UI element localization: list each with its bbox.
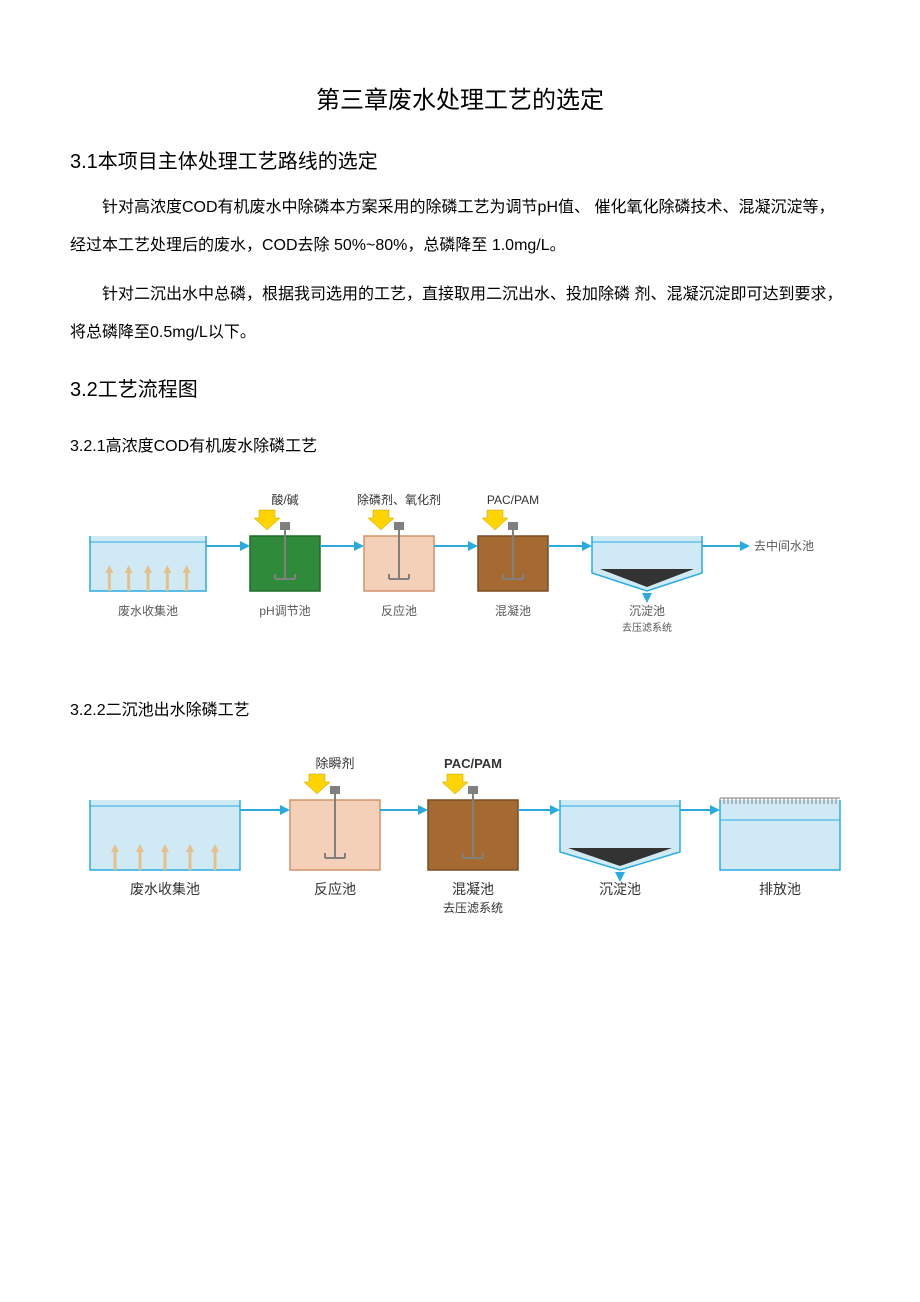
tank-反应池: 反应池除瞬剂: [290, 756, 380, 897]
tank-label: 反应池: [314, 881, 356, 897]
section-3-2-2-heading: 3.2.2二沉池出水除磷工艺: [70, 696, 850, 720]
tank-label: 反应池: [381, 603, 417, 618]
tank-沉淀池: 沉淀池去压滤系统: [592, 536, 702, 634]
tank-label: 沉淀池: [629, 604, 665, 618]
tank-label: 沉淀池: [599, 881, 641, 897]
tank-input-label: 除瞬剂: [315, 756, 354, 771]
section-3-2-heading: 3.2工艺流程图: [70, 373, 850, 402]
section-3-1-para1: 针对高浓度COD有机废水中除磷本方案采用的除磷工艺为调节pH值、 催化氧化除磷技…: [70, 189, 850, 266]
tank-废水收集池: 废水收集池: [90, 800, 240, 897]
tank-排放池: 排放池: [720, 798, 840, 897]
flowchart-2: 废水收集池 反应池 除瞬剂混凝池去压滤系统 PAC/PAM 沉淀池 排放池: [70, 740, 850, 930]
tank-废水收集池: 废水收集池: [90, 536, 206, 618]
output-label: 去中间水池: [754, 538, 814, 553]
tank-input-label: PAC/PAM: [444, 756, 502, 771]
chapter-title: 第三章废水处理工艺的选定: [70, 80, 850, 115]
tank-pH调节池: pH调节池 酸/碱: [250, 492, 320, 618]
tank-label: 混凝池: [452, 881, 494, 897]
tank-label: 废水收集池: [118, 603, 178, 618]
tank-混凝池: 混凝池去压滤系统 PAC/PAM: [428, 756, 518, 915]
tank-input-label: PAC/PAM: [487, 493, 539, 507]
tank-input-label: 除磷剂、氧化剂: [357, 492, 441, 507]
tank-label: pH调节池: [259, 604, 310, 618]
section-3-1-para2: 针对二沉出水中总磷，根据我司选用的工艺，直接取用二沉出水、投加除磷 剂、混凝沉淀…: [70, 276, 850, 353]
tank-沉淀池: 沉淀池: [560, 800, 680, 897]
tank-label: 排放池: [759, 881, 801, 897]
flowchart-1-svg: 废水收集池 pH调节池 酸/碱反应池 除磷剂、氧化剂混凝池 PAC/PAM 沉淀池去压滤系…: [70, 476, 850, 656]
tank-input-label: 酸/碱: [271, 492, 298, 507]
section-3-1-heading: 3.1本项目主体处理工艺路线的选定: [70, 145, 850, 174]
tank-sublabel: 去压滤系统: [622, 621, 672, 634]
flowchart-2-svg: 废水收集池 反应池 除瞬剂混凝池去压滤系统 PAC/PAM 沉淀池 排放池: [70, 740, 850, 930]
flowchart-1: 废水收集池 pH调节池 酸/碱反应池 除磷剂、氧化剂混凝池 PAC/PAM 沉淀池去压滤系…: [70, 476, 850, 656]
section-3-2-1-heading: 3.2.1高浓度COD有机废水除磷工艺: [70, 432, 850, 456]
tank-label: 废水收集池: [130, 881, 200, 897]
tank-混凝池: 混凝池 PAC/PAM: [478, 493, 548, 618]
tank-反应池: 反应池 除磷剂、氧化剂: [357, 492, 441, 618]
tank-label: 混凝池: [495, 603, 531, 618]
tank-sublabel: 去压滤系统: [443, 901, 503, 915]
